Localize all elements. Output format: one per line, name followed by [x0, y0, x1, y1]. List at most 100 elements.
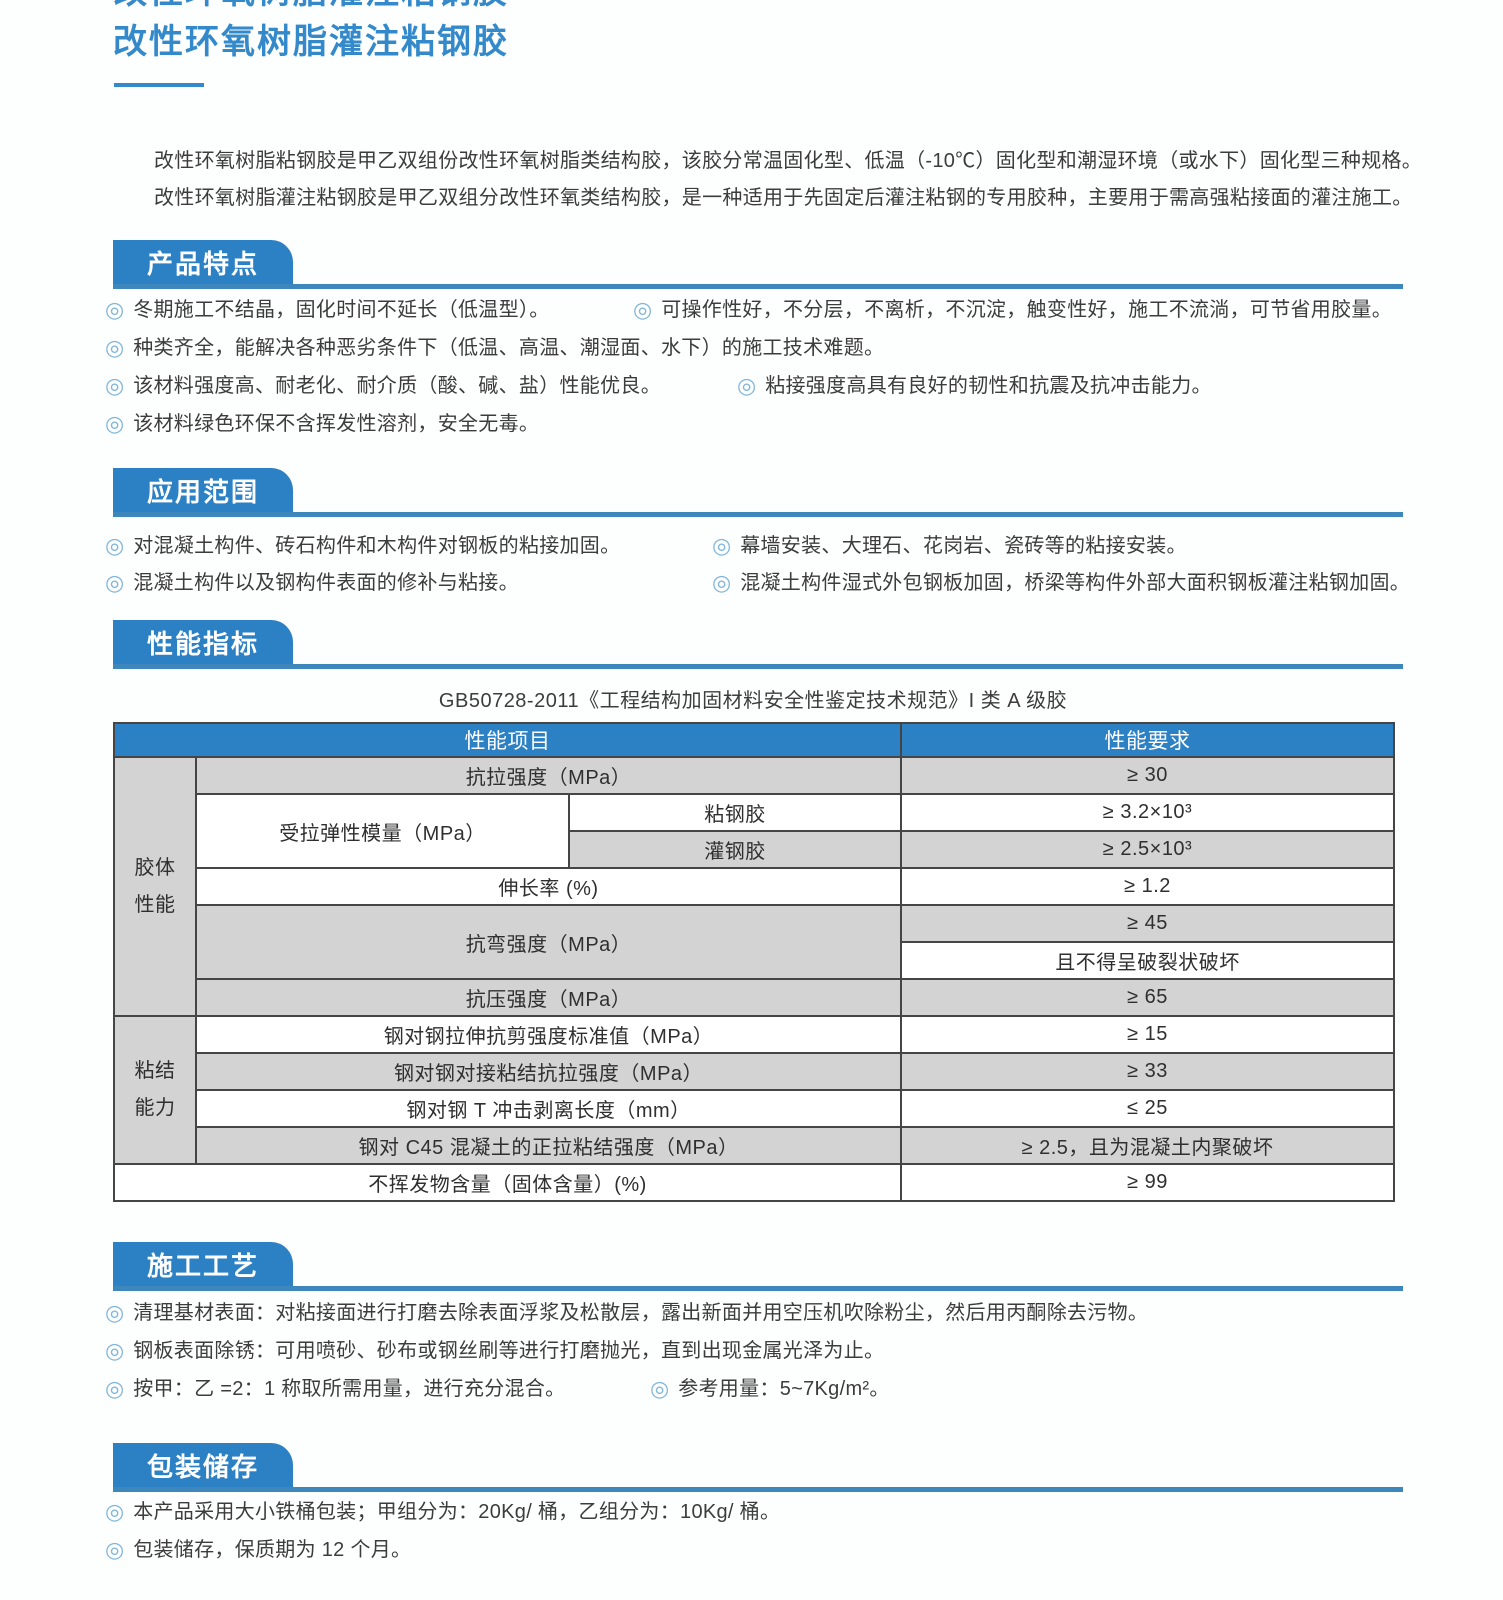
cell-req: ≥ 1.2: [900, 867, 1396, 906]
cell-name: 钢对钢对接粘结抗拉强度（MPa）: [194, 1052, 903, 1091]
double-circle-bullet-icon: ◎: [105, 335, 125, 360]
intro-line-1: 改性环氧树脂粘钢胶是甲乙双组份改性环氧树脂类结构胶，该胶分常温固化型、低温（-1…: [154, 150, 1423, 172]
feature-item: ◎ 种类齐全，能解决各种恶劣条件下（低温、高温、潮湿面、水下）的施工技术难题。: [105, 334, 884, 362]
table-row: 受拉弹性模量（MPa） 粘钢胶 ≥ 3.2×10³: [114, 793, 1396, 869]
cell-name: 钢对钢拉伸抗剪强度标准值（MPa）: [194, 1015, 903, 1054]
application-item: ◎ 混凝土构件以及钢构件表面的修补与粘接。: [105, 569, 519, 597]
cropped-top-title-fragment: 改性环氧树脂灌注粘钢胶: [113, 0, 633, 8]
features-badge: 产品特点: [113, 240, 293, 284]
table-row: 灌钢胶 ≥ 2.5×10³: [114, 830, 1396, 869]
table-row: 不挥发物含量（固体含量）(%) ≥ 99: [112, 1163, 1396, 1202]
application-item-text: 混凝土构件以及钢构件表面的修补与粘接。: [133, 572, 519, 594]
construction-item-text: 按甲：乙 =2：1 称取所需用量，进行充分混合。: [133, 1378, 566, 1400]
section-packaging-header: 包装储存: [113, 1443, 1403, 1492]
double-circle-bullet-icon: ◎: [712, 533, 732, 558]
double-circle-bullet-icon: ◎: [105, 570, 125, 595]
application-item: ◎ 混凝土构件湿式外包钢板加固，桥梁等构件外部大面积钢板灌注粘钢加固。: [712, 569, 1410, 597]
applications-badge-label: 应用范围: [146, 476, 259, 507]
header-cell-requirement: 性能要求: [900, 722, 1396, 758]
double-circle-bullet-icon: ◎: [633, 297, 653, 322]
group-cell-bond: 粘结能力: [113, 1015, 197, 1165]
table-row: 胶体性能 抗拉强度（MPa） ≥ 30: [113, 756, 1396, 1017]
application-item-text: 对混凝土构件、砖石构件和木构件对钢板的粘接加固。: [133, 535, 621, 557]
page-title: 改性环氧树脂灌注粘钢胶: [113, 23, 509, 61]
table-row: 抗弯强度（MPa） ≥ 45: [114, 904, 1396, 980]
feature-item: ◎ 冬期施工不结晶，固化时间不延长（低温型）。: [105, 296, 550, 324]
double-circle-bullet-icon: ◎: [712, 570, 732, 595]
header-cell-item: 性能项目: [112, 722, 903, 758]
double-circle-bullet-icon: ◎: [105, 1300, 125, 1325]
section-applications-header: 应用范围: [113, 468, 1403, 517]
double-circle-bullet-icon: ◎: [105, 533, 125, 558]
cell-req: ≥ 2.5×10³: [900, 830, 1396, 869]
feature-item: ◎ 该材料绿色环保不含挥发性溶剂，安全无毒。: [105, 410, 539, 438]
feature-item-text: 粘接强度高具有良好的韧性和抗震及抗冲击能力。: [765, 375, 1212, 397]
cell-req: ≥ 33: [900, 1052, 1396, 1091]
cell-req: ≥ 99: [900, 1163, 1396, 1202]
packaging-item-text: 包装储存，保质期为 12 个月。: [133, 1539, 412, 1561]
feature-item-text: 该材料绿色环保不含挥发性溶剂，安全无毒。: [133, 413, 540, 435]
cell-req: ≥ 3.2×10³: [900, 793, 1396, 832]
construction-item-text: 钢板表面除锈：可用喷砂、砂布或钢丝刷等进行打磨抛光，直到出现金属光泽为止。: [133, 1340, 885, 1362]
double-circle-bullet-icon: ◎: [105, 1499, 125, 1524]
cell-name: 钢对钢 T 冲击剥离长度（mm）: [194, 1089, 903, 1128]
cell-subname: 灌钢胶: [567, 830, 903, 869]
performance-badge: 性能指标: [113, 620, 293, 664]
section-performance-header: 性能指标: [113, 620, 1403, 669]
cell-name: 抗压强度（MPa）: [194, 978, 903, 1017]
double-circle-bullet-icon: ◎: [105, 1338, 125, 1363]
table-caption: GB50728-2011《工程结构加固材料安全性鉴定技术规范》I 类 A 级胶: [438, 690, 1068, 712]
table-row: 且不得呈破裂状破坏: [114, 941, 1396, 980]
double-circle-bullet-icon: ◎: [105, 373, 125, 398]
table-row: 粘结能力 钢对钢拉伸抗剪强度标准值（MPa） ≥ 15: [113, 1015, 1396, 1165]
cell-req: ≥ 45: [900, 904, 1396, 943]
feature-item: ◎ 粘接强度高具有良好的韧性和抗震及抗冲击能力。: [737, 372, 1212, 400]
features-underline: [113, 284, 1403, 289]
table-row: 抗压强度（MPa） ≥ 65: [114, 978, 1396, 1017]
table-row: 钢对钢对接粘结抗拉强度（MPa） ≥ 33: [114, 1052, 1396, 1091]
double-circle-bullet-icon: ◎: [737, 373, 757, 398]
applications-underline: [113, 512, 1403, 517]
double-circle-bullet-icon: ◎: [650, 1376, 670, 1401]
section-features-header: 产品特点: [113, 240, 1403, 289]
feature-item: ◎ 该材料强度高、耐老化、耐介质（酸、碱、盐）性能优良。: [105, 372, 661, 400]
table-header-row: 性能项目 性能要求: [112, 722, 1396, 758]
packaging-badge-label: 包装储存: [146, 1451, 259, 1482]
packaging-underline: [113, 1487, 1403, 1492]
application-item-text: 幕墙安装、大理石、花岗岩、瓷砖等的粘接安装。: [740, 535, 1187, 557]
section-construction-header: 施工工艺: [113, 1242, 1403, 1291]
construction-underline: [113, 1286, 1403, 1291]
feature-item-text: 冬期施工不结晶，固化时间不延长（低温型）。: [133, 299, 550, 321]
cell-name: 钢对 C45 混凝土的正拉粘结强度（MPa）: [194, 1126, 903, 1165]
performance-badge-label: 性能指标: [146, 628, 259, 659]
construction-badge-label: 施工工艺: [146, 1250, 259, 1281]
feature-item-text: 种类齐全，能解决各种恶劣条件下（低温、高温、潮湿面、水下）的施工技术难题。: [133, 337, 885, 359]
construction-item: ◎ 参考用量：5~7Kg/m²。: [650, 1375, 890, 1403]
title-underline-dash: [114, 83, 204, 87]
cell-name: 不挥发物含量（固体含量）(%): [112, 1163, 903, 1202]
application-item: ◎ 对混凝土构件、砖石构件和木构件对钢板的粘接加固。: [105, 532, 620, 560]
double-circle-bullet-icon: ◎: [105, 1376, 125, 1401]
packaging-item: ◎ 包装储存，保质期为 12 个月。: [105, 1536, 411, 1564]
cell-name: 受拉弹性模量（MPa）: [195, 793, 570, 869]
feature-item: ◎ 可操作性好，不分层，不离析，不沉淀，触变性好，施工不流淌，可节省用胶量。: [633, 296, 1392, 324]
double-circle-bullet-icon: ◎: [105, 411, 125, 436]
performance-underline: [113, 664, 1403, 669]
packaging-badge: 包装储存: [113, 1443, 293, 1487]
double-circle-bullet-icon: ◎: [105, 297, 125, 322]
table-row: 钢对 C45 混凝土的正拉粘结强度（MPa） ≥ 2.5，且为混凝土内聚破坏: [114, 1126, 1396, 1165]
group-cell-body: 胶体性能: [113, 756, 197, 1017]
intro-line-2: 改性环氧树脂灌注粘钢胶是甲乙双组分改性环氧类结构胶，是一种适用于先固定后灌注粘钢…: [154, 187, 1413, 209]
applications-badge: 应用范围: [113, 468, 293, 512]
cell-req: ≥ 30: [900, 756, 1396, 795]
feature-item-text: 可操作性好，不分层，不离析，不沉淀，触变性好，施工不流淌，可节省用胶量。: [661, 299, 1393, 321]
cell-name: 抗拉强度（MPa）: [194, 756, 903, 795]
construction-item: ◎ 清理基材表面：对粘接面进行打磨去除表面浮浆及松散层，露出新面并用空压机吹除粉…: [105, 1299, 1148, 1327]
performance-table: 性能项目 性能要求 胶体性能 抗拉强度（MPa） ≥ 30 受拉弹性模量（MPa…: [112, 722, 1396, 1202]
cell-req: ≥ 15: [900, 1015, 1396, 1054]
application-item: ◎ 幕墙安装、大理石、花岗岩、瓷砖等的粘接安装。: [712, 532, 1187, 560]
feature-item-text: 该材料强度高、耐老化、耐介质（酸、碱、盐）性能优良。: [133, 375, 662, 397]
construction-item: ◎ 按甲：乙 =2：1 称取所需用量，进行充分混合。: [105, 1375, 565, 1403]
cell-name: 抗弯强度（MPa）: [194, 904, 903, 980]
